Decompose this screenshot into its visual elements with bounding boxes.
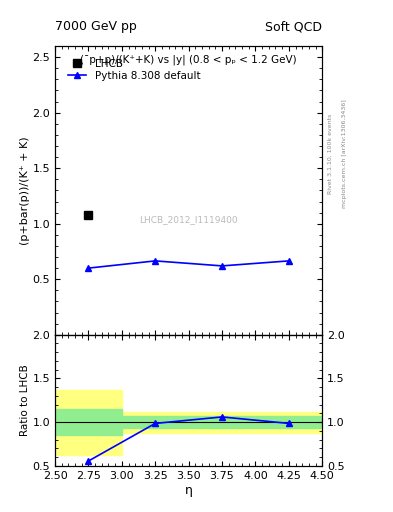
Pythia 8.308 default (86, 265, 91, 271)
X-axis label: η: η (185, 483, 193, 497)
Text: (¯p+p)/(K⁺+K) vs |y| (0.8 < pₚ < 1.2 GeV): (¯p+p)/(K⁺+K) vs |y| (0.8 < pₚ < 1.2 GeV… (80, 55, 297, 65)
Text: mcplots.cern.ch [arXiv:1306.3436]: mcplots.cern.ch [arXiv:1306.3436] (342, 99, 347, 208)
Text: LHCB_2012_I1119400: LHCB_2012_I1119400 (140, 215, 238, 224)
Pythia 8.308 default (220, 263, 224, 269)
Text: Rivet 3.1.10, 100k events: Rivet 3.1.10, 100k events (328, 114, 333, 194)
Line: Pythia 8.308 default: Pythia 8.308 default (85, 258, 292, 271)
Pythia 8.308 default (153, 258, 158, 264)
Y-axis label: Ratio to LHCB: Ratio to LHCB (20, 365, 29, 436)
Text: 7000 GeV pp: 7000 GeV pp (55, 20, 137, 33)
Text: Soft QCD: Soft QCD (265, 20, 322, 33)
Pythia 8.308 default (286, 258, 291, 264)
Y-axis label: (p+bar(p))/(K⁺ + K): (p+bar(p))/(K⁺ + K) (20, 136, 29, 245)
Legend: LHCB, Pythia 8.308 default: LHCB, Pythia 8.308 default (66, 57, 202, 83)
